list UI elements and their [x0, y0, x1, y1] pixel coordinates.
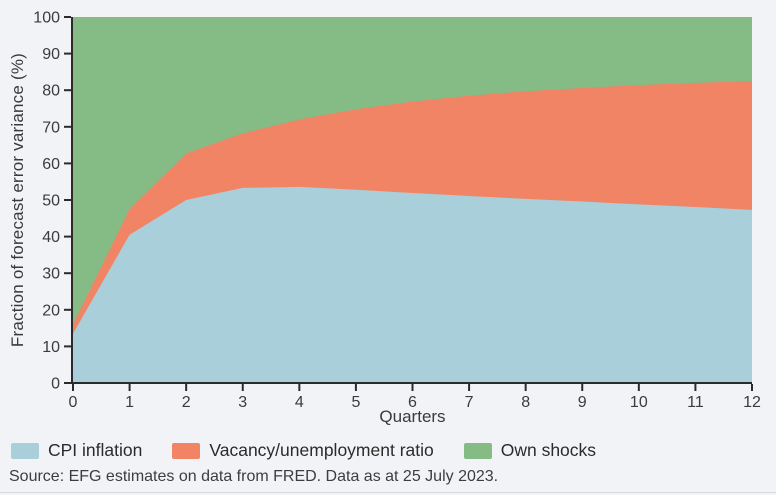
x-tick-label: 3 [238, 394, 247, 411]
source-note: Source: EFG estimates on data from FRED.… [9, 468, 499, 485]
y-tick-label: 100 [33, 10, 60, 27]
y-tick-label: 80 [42, 83, 60, 100]
x-tick-label: 6 [408, 394, 417, 411]
y-tick-label: 40 [42, 229, 60, 246]
legend-item: Vacancy/unemployment ratio [172, 440, 434, 461]
y-tick-label: 90 [42, 46, 60, 63]
y-tick-label: 20 [42, 302, 60, 319]
x-tick-label: 0 [69, 394, 78, 411]
y-axis-title: Fraction of forecast error variance (%) [8, 52, 27, 348]
bottom-divider [0, 492, 776, 493]
area-cpi-inflation [73, 186, 752, 383]
x-tick-label: 10 [630, 394, 648, 411]
legend-swatch [463, 442, 492, 459]
y-tick-label: 60 [42, 156, 60, 173]
y-tick-label: 70 [42, 119, 60, 136]
y-tick-label: 10 [42, 339, 60, 356]
legend-label: CPI inflation [48, 440, 143, 460]
x-tick-label: 11 [687, 394, 704, 411]
x-tick-label: 1 [125, 394, 134, 411]
y-axis-title-wrap: Fraction of forecast error variance (%) [6, 17, 30, 383]
x-tick-label: 7 [465, 394, 474, 411]
x-tick-label: 4 [295, 394, 304, 411]
y-tick-label: 0 [51, 376, 60, 393]
legend: CPI inflation Vacancy/unemployment ratio O… [11, 440, 596, 461]
legend-label: Own shocks [500, 440, 597, 460]
x-axis-title: Quarters [379, 407, 446, 426]
x-tick-label: 9 [578, 394, 587, 411]
x-tick-label: 5 [351, 394, 360, 411]
legend-item: CPI inflation [11, 440, 142, 461]
x-tick-label: 8 [521, 394, 530, 411]
legend-label: Vacancy/unemployment ratio [209, 440, 434, 460]
x-tick-label: 2 [182, 394, 191, 411]
y-tick-label: 30 [42, 266, 60, 283]
legend-swatch [172, 442, 201, 459]
legend-swatch [11, 442, 39, 459]
x-tick-label: 12 [743, 394, 761, 411]
y-tick-label: 50 [42, 193, 60, 210]
legend-item: Own shocks [463, 440, 597, 461]
